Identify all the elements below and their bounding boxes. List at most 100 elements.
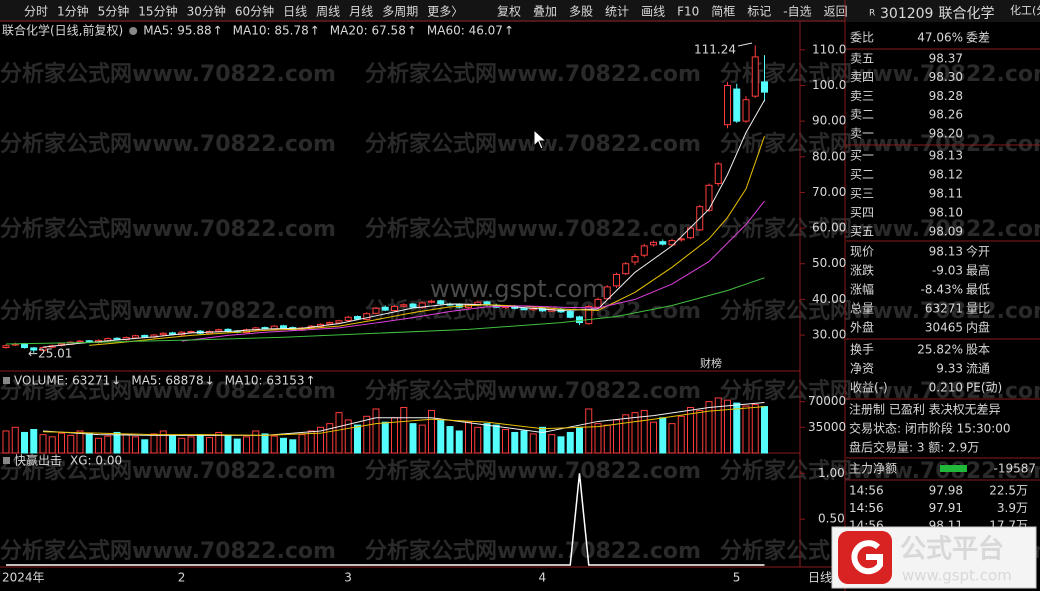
- ma-line: [181, 200, 765, 342]
- candle-body: [603, 286, 611, 300]
- toolbar-tab[interactable]: 更多〉: [427, 5, 463, 19]
- stat-value: 63271: [925, 302, 963, 316]
- volume-bar: [150, 433, 158, 454]
- flow-label: 主力净额: [849, 462, 897, 476]
- volume-bar: [11, 426, 19, 454]
- candle-body: [594, 298, 602, 308]
- indicator-legend: XG: 0.00: [70, 454, 122, 468]
- volume-bar: [576, 426, 583, 454]
- toolbar-button[interactable]: 叠加: [533, 5, 557, 19]
- toolbar-tab[interactable]: 多周期: [382, 5, 418, 19]
- settings-icon[interactable]: [129, 27, 138, 35]
- stat-value: 25.82%: [917, 343, 963, 357]
- legend-entry: MA60: 46.07: [427, 24, 503, 38]
- candle-body: [354, 316, 361, 320]
- volume-bar: [363, 415, 371, 454]
- toolbar-tab[interactable]: 日线: [283, 5, 307, 19]
- bid-price: 98.12: [929, 168, 963, 182]
- stat-label: 今开: [966, 244, 990, 259]
- candle-body: [576, 316, 583, 324]
- trade-status: 交易状态: 闭市阶段 15:30:00: [849, 421, 1011, 436]
- toolbar-tab[interactable]: 30分钟: [187, 4, 226, 19]
- toolbar-button[interactable]: -自选: [783, 5, 811, 19]
- stat-label: 内盘: [966, 320, 990, 335]
- y-tick-label: 60.00: [812, 221, 846, 235]
- diff-label: 委差: [966, 31, 990, 45]
- volume-bar: [372, 408, 380, 454]
- candle-body: [344, 316, 352, 321]
- toolbar-button[interactable]: 多股: [569, 5, 593, 19]
- watermark: 分析家公式网www.70822.com: [720, 298, 1040, 324]
- toolbar-tab[interactable]: 月线: [349, 5, 373, 19]
- logo-glyph: [851, 540, 883, 575]
- high-annotation: 111.24: [694, 43, 736, 57]
- volume-bar: [39, 434, 47, 454]
- candle-body: [391, 306, 398, 311]
- stat-value: 0.210: [929, 381, 963, 395]
- toolbar-tab[interactable]: 15分钟: [138, 4, 177, 19]
- watermark: 分析家公式网www.70822.com: [720, 378, 1040, 404]
- volume-bar: [30, 429, 38, 454]
- toolbar-button[interactable]: 复权: [497, 5, 521, 19]
- volume-bar: [409, 423, 417, 454]
- volume-bar: [761, 406, 768, 454]
- watermark: 分析家公式网www.70822.com: [0, 61, 336, 87]
- bid-label: 买一: [850, 149, 874, 163]
- toolbar-bg: [0, 0, 1040, 22]
- volume-bar: [317, 426, 324, 454]
- low-annotation: ←25.01: [28, 347, 72, 361]
- stat-value: -9.03: [932, 264, 963, 278]
- trade-price: 97.98: [929, 484, 963, 498]
- stat-value: -8.43%: [921, 283, 963, 297]
- toolbar-button[interactable]: F10: [677, 5, 699, 19]
- candle-body: [520, 308, 528, 311]
- stat-label: 总量: [850, 302, 874, 316]
- toolbar-button[interactable]: 画线: [641, 5, 665, 19]
- legend-entry: MA10: 85.78: [233, 24, 309, 38]
- y-tick-label: 50.00: [812, 256, 846, 270]
- toolbar-button[interactable]: 简框: [711, 5, 735, 19]
- volume-bar: [344, 419, 352, 454]
- volume-bar: [391, 417, 398, 454]
- x-tick-label: 2024年: [2, 571, 45, 585]
- watermark: 分析家公式网www.70822.com: [720, 61, 1040, 87]
- bid-label: 买五: [850, 225, 874, 239]
- toolbar-tab[interactable]: 周线: [316, 5, 340, 19]
- legend-arrow: ↓: [111, 374, 121, 388]
- ask-label: 卖二: [850, 108, 874, 122]
- panel-icon[interactable]: [3, 457, 10, 464]
- toolbar-button[interactable]: 返回: [824, 5, 848, 19]
- toolbar-tab[interactable]: 5分钟: [98, 4, 130, 19]
- panel-icon[interactable]: [3, 377, 10, 384]
- y-tick-label: 1.00: [818, 466, 845, 480]
- stat-label: 最低: [966, 283, 990, 297]
- bid-label: 买三: [850, 187, 874, 201]
- toolbar-tab[interactable]: 60分钟: [235, 4, 274, 19]
- stat-label: 涨幅: [850, 282, 874, 297]
- bid-label: 买二: [850, 168, 874, 182]
- volume-bar: [437, 419, 445, 454]
- watermark: 分析家公式网www.70822.com: [0, 216, 336, 242]
- volume-bar: [252, 430, 260, 454]
- toolbar-tab[interactable]: 1分钟: [57, 4, 89, 19]
- candle-body: [132, 335, 139, 339]
- ask-price: 98.20: [929, 126, 963, 140]
- candle-body: [141, 334, 149, 338]
- volume-bar: [400, 406, 408, 454]
- chart-title: 联合化学(日线,前复权): [2, 23, 123, 38]
- candle-body: [169, 332, 176, 335]
- toolbar-button[interactable]: 统计: [605, 5, 629, 19]
- volume-bar: [659, 417, 667, 454]
- candle-body: [326, 322, 334, 325]
- volume-bar: [354, 424, 361, 454]
- watermark: 分析家公式网www.70822.com: [365, 216, 701, 242]
- volume-bar: [622, 414, 630, 454]
- volume-bar: [520, 430, 528, 454]
- ask-price: 98.28: [929, 89, 963, 103]
- toolbar-tab[interactable]: 分时: [24, 5, 48, 19]
- toolbar-button[interactable]: 标记: [747, 5, 771, 19]
- stat-label: 收益(-): [850, 381, 888, 395]
- y-tick-label: 70.00: [812, 185, 846, 199]
- candle-body: [280, 325, 287, 329]
